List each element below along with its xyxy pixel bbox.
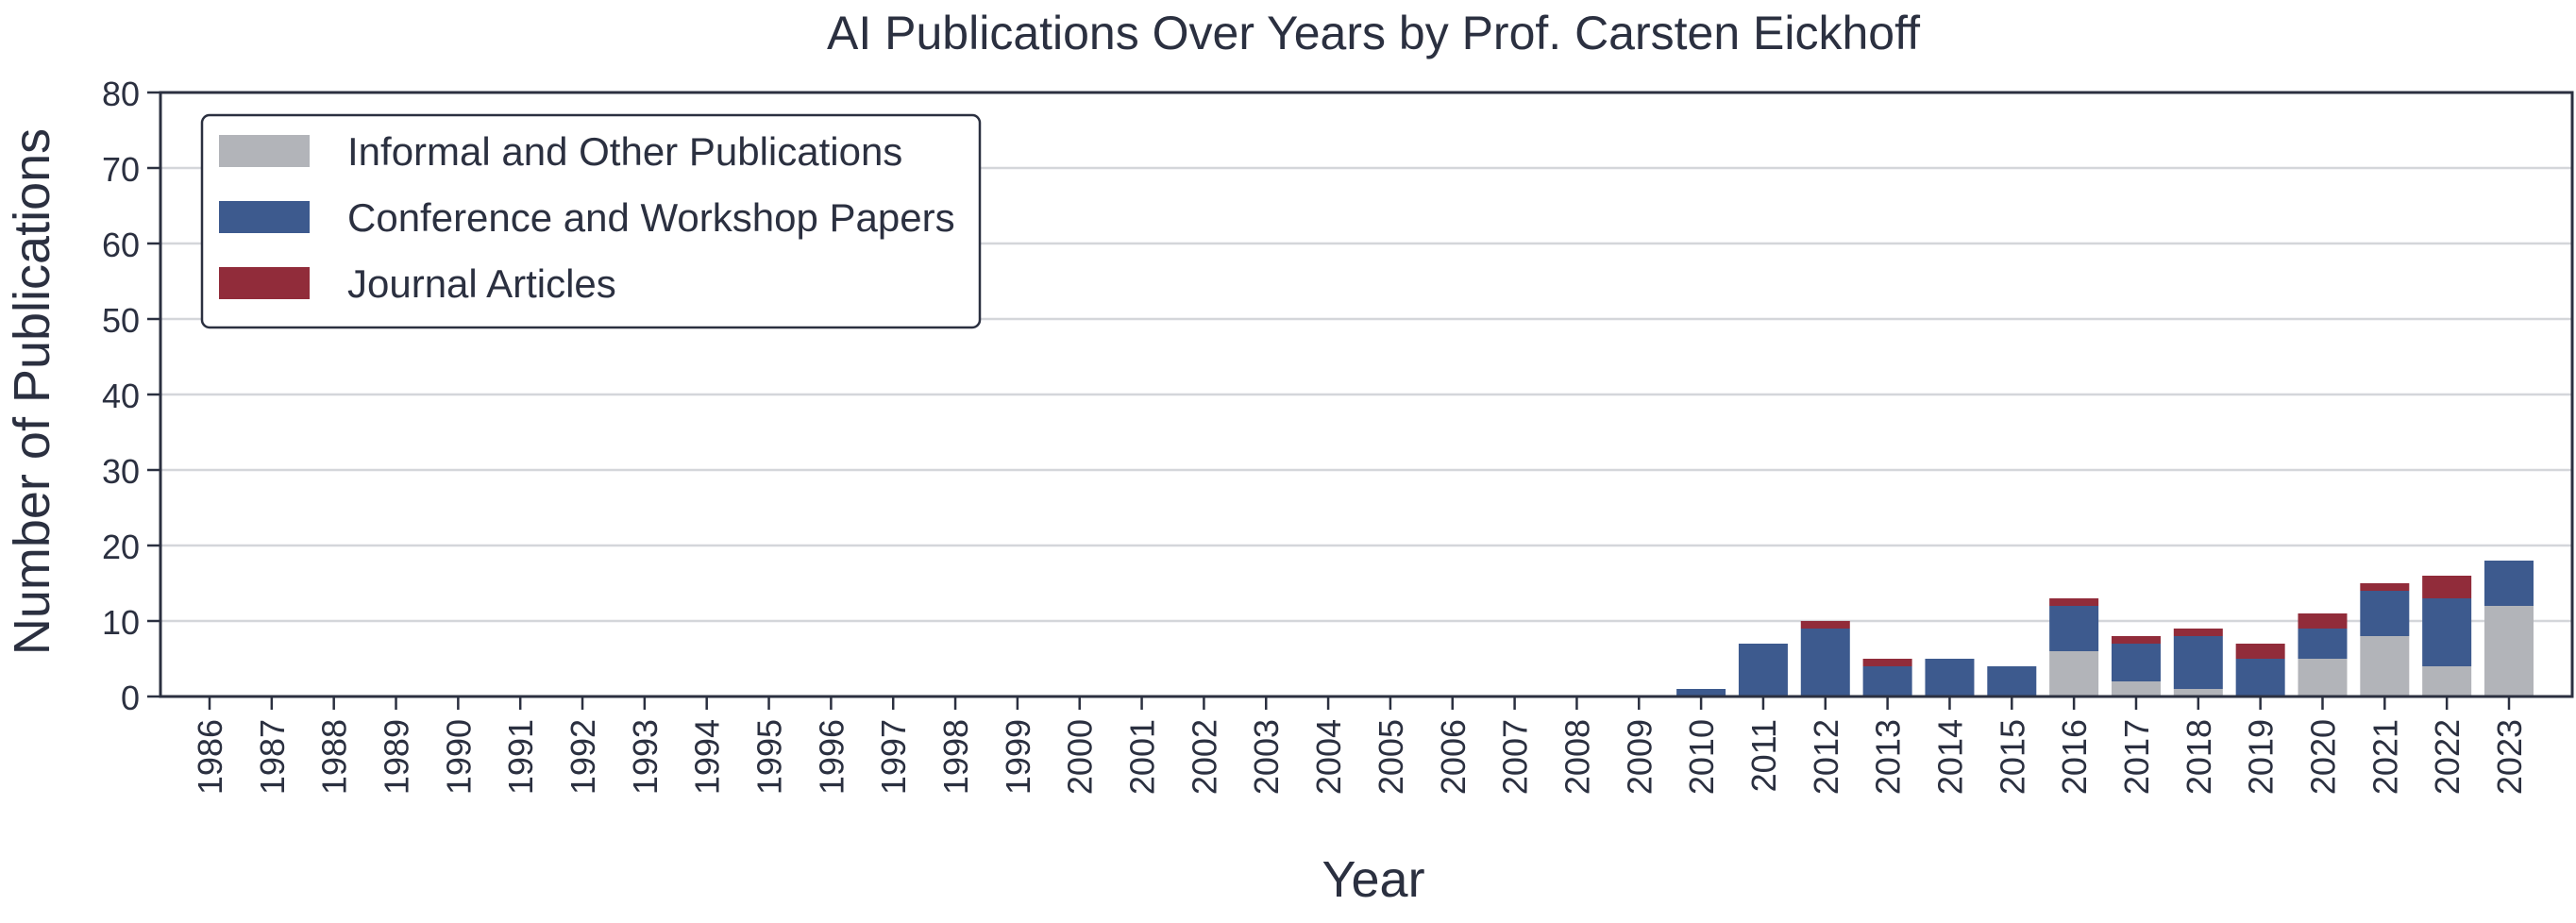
x-tick-label: 2007	[1496, 719, 1535, 795]
y-tick-label: 10	[102, 603, 140, 642]
x-tick-label: 1988	[315, 719, 354, 795]
bar-segment	[2049, 606, 2099, 651]
x-tick-label: 2017	[2117, 719, 2156, 795]
x-tick-label: 1995	[750, 719, 789, 795]
y-tick-label: 30	[102, 452, 140, 491]
bar-segment	[2235, 659, 2285, 696]
legend-swatch	[219, 135, 310, 167]
x-tick-label: 2011	[1744, 719, 1783, 792]
y-tick-label: 20	[102, 528, 140, 566]
x-tick-label: 1991	[501, 719, 540, 795]
legend-label: Journal Articles	[347, 261, 616, 306]
y-axis-label: Number of Publications	[4, 128, 60, 655]
bar-segment	[1862, 666, 1912, 696]
bar-segment	[2298, 629, 2348, 659]
x-tick-label: 2014	[1930, 719, 1969, 795]
x-tick-label: 2003	[1247, 719, 1286, 795]
bar-segment	[2360, 591, 2410, 636]
x-tick-label: 2023	[2490, 719, 2529, 795]
bar-segment	[2049, 651, 2099, 696]
x-tick-label: 1989	[378, 719, 416, 795]
bar-segment	[2484, 561, 2534, 606]
bar-segment	[2111, 681, 2161, 696]
x-tick-label: 2012	[1807, 719, 1845, 795]
bar-segment	[2049, 598, 2099, 606]
x-tick-label: 2016	[2055, 719, 2094, 795]
x-tick-label: 2008	[1557, 719, 1596, 795]
y-tick-label: 80	[102, 75, 140, 113]
x-tick-label: 1997	[874, 719, 913, 795]
bar-segment	[2235, 644, 2285, 659]
y-axis-ticks: 0 10 20 30 40 50 60 70 80	[102, 75, 160, 717]
bar-segment	[2422, 598, 2472, 666]
bar-segment	[2298, 659, 2348, 696]
x-tick-label: 1987	[253, 719, 292, 795]
bar-segment	[2173, 629, 2223, 636]
bar-segment	[2484, 606, 2534, 696]
legend-label: Informal and Other Publications	[347, 129, 902, 174]
bar-segment	[2111, 636, 2161, 644]
bar-segment	[2298, 613, 2348, 629]
x-axis-label: Year	[1322, 851, 1424, 908]
x-tick-label: 2006	[1434, 719, 1473, 795]
x-tick-label: 2005	[1372, 719, 1410, 795]
x-tick-label: 1986	[191, 719, 229, 795]
bar-segment	[1925, 659, 1975, 696]
x-tick-label: 2004	[1309, 719, 1348, 795]
x-axis-ticks: 1986 1987 1988 1989 1990 1991 1992 1993 1994 1995…	[191, 696, 2529, 795]
x-tick-label: 2013	[1869, 719, 1908, 795]
x-tick-label: 2021	[2366, 719, 2404, 795]
bar-segment	[2173, 636, 2223, 689]
bar-segment	[2360, 583, 2410, 591]
bar-segment	[1738, 644, 1788, 696]
x-tick-label: 1994	[688, 719, 727, 795]
chart-title: AI Publications Over Years by Prof. Cars…	[827, 7, 1920, 59]
bar-segment	[2173, 689, 2223, 696]
x-tick-label: 2001	[1123, 719, 1162, 795]
bar-segment	[1800, 629, 1850, 696]
x-tick-label: 1999	[999, 719, 1037, 795]
bar-segment	[1862, 659, 1912, 666]
x-tick-label: 1998	[936, 719, 975, 795]
legend-box	[200, 113, 982, 329]
y-tick-label: 70	[102, 150, 140, 189]
x-tick-label: 2000	[1061, 719, 1100, 795]
x-tick-label: 2015	[1993, 719, 2031, 795]
x-tick-label: 2010	[1682, 719, 1721, 795]
legend-label: Conference and Workshop Papers	[347, 195, 955, 240]
y-tick-label: 0	[121, 679, 140, 717]
x-tick-label: 1992	[564, 719, 602, 795]
legend-swatch	[219, 267, 310, 299]
y-tick-label: 50	[102, 301, 140, 340]
x-tick-label: 1993	[626, 719, 665, 795]
legend-swatch	[219, 201, 310, 233]
bar-segment	[2422, 666, 2472, 696]
bar-segment	[2360, 636, 2410, 696]
x-tick-label: 2018	[2180, 719, 2218, 795]
y-tick-label: 60	[102, 226, 140, 264]
legend: Informal and Other Publications Conferenc…	[200, 113, 982, 329]
x-tick-label: 2020	[2303, 719, 2342, 795]
x-tick-label: 1996	[812, 719, 850, 795]
y-tick-label: 40	[102, 377, 140, 415]
bars	[1676, 561, 2534, 696]
bar-segment	[1800, 621, 1850, 629]
x-tick-label: 2022	[2428, 719, 2467, 795]
x-tick-label: 1990	[439, 719, 478, 795]
x-tick-label: 2019	[2242, 719, 2281, 795]
bar-segment	[1987, 666, 2037, 696]
bar-segment	[2111, 644, 2161, 681]
bar-segment	[1676, 689, 1726, 696]
x-tick-label: 2009	[1620, 719, 1658, 795]
x-tick-label: 2002	[1185, 719, 1223, 795]
bar-segment	[2422, 576, 2472, 598]
